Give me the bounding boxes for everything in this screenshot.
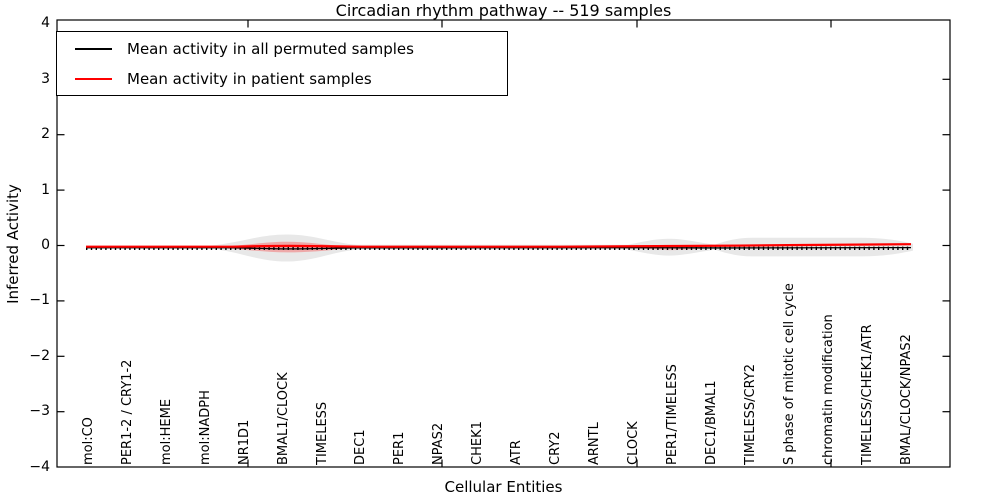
x-entity-label: DEC1 <box>353 429 369 465</box>
x-entity-label: mol:CO <box>80 417 96 465</box>
y-tick-label: −2 <box>29 347 50 364</box>
legend-item-patient: Mean activity in patient samples <box>57 64 507 94</box>
permuted-mean-line <box>86 246 912 250</box>
x-entity-label: S phase of mitotic cell cycle <box>781 283 797 465</box>
x-entity-label: CLOCK <box>626 421 642 465</box>
x-axis-label: Cellular Entities <box>444 478 563 496</box>
patient-mean-line <box>86 243 912 248</box>
x-entity-label: TIMELESS <box>314 401 330 465</box>
x-entity-label: DEC1/BMAL1 <box>704 380 719 466</box>
x-entity-label: BMAL1/CLOCK <box>275 372 291 465</box>
x-entity-label: NR1D1 <box>236 419 252 465</box>
x-entity-label: TIMELESS/CHEK1/ATR <box>859 324 875 465</box>
x-entity-label: CHEK1 <box>470 421 486 465</box>
x-entity-label: PER1 <box>392 431 408 465</box>
x-axis-ticks <box>247 20 832 467</box>
plot-border <box>56 19 951 468</box>
x-entity-label: mol:NADPH <box>197 390 213 465</box>
x-entity-label: ARNTL <box>587 422 603 465</box>
x-entity-label: NPAS2 <box>431 422 447 465</box>
y-tick-label: −1 <box>29 292 50 309</box>
legend: Mean activity in all permuted samples Me… <box>56 31 508 96</box>
y-tick-label: 2 <box>41 126 50 143</box>
legend-line-patient-icon <box>75 78 112 80</box>
y-tick-label: 0 <box>41 237 50 253</box>
legend-item-permuted: Mean activity in all permuted samples <box>57 34 507 64</box>
chart-title: Circadian rhythm pathway -- 519 samples <box>335 1 672 20</box>
x-entity-label: PER1-2 / CRY1-2 <box>119 359 135 465</box>
y-tick-label: −3 <box>29 403 50 420</box>
x-entity-label: ATR <box>509 440 525 465</box>
y-tick-label: 3 <box>41 70 50 87</box>
x-entity-label: chromatin modification <box>820 314 836 465</box>
legend-line-permuted-icon <box>75 48 112 50</box>
y-tick-label: −4 <box>29 458 50 475</box>
x-entity-label: PER1/TIMELESS <box>665 364 681 465</box>
x-entity-label: BMAL/CLOCK/NPAS2 <box>898 334 914 465</box>
legend-label: Mean activity in all permuted samples <box>127 40 414 58</box>
y-tick-label: 1 <box>41 181 50 198</box>
x-entity-label: TIMELESS/CRY2 <box>742 363 758 465</box>
y-tick-label: 4 <box>41 15 50 32</box>
legend-label: Mean activity in patient samples <box>127 70 372 88</box>
x-entity-label: CRY2 <box>548 431 564 466</box>
x-entity-label: mol:HEME <box>158 398 174 465</box>
